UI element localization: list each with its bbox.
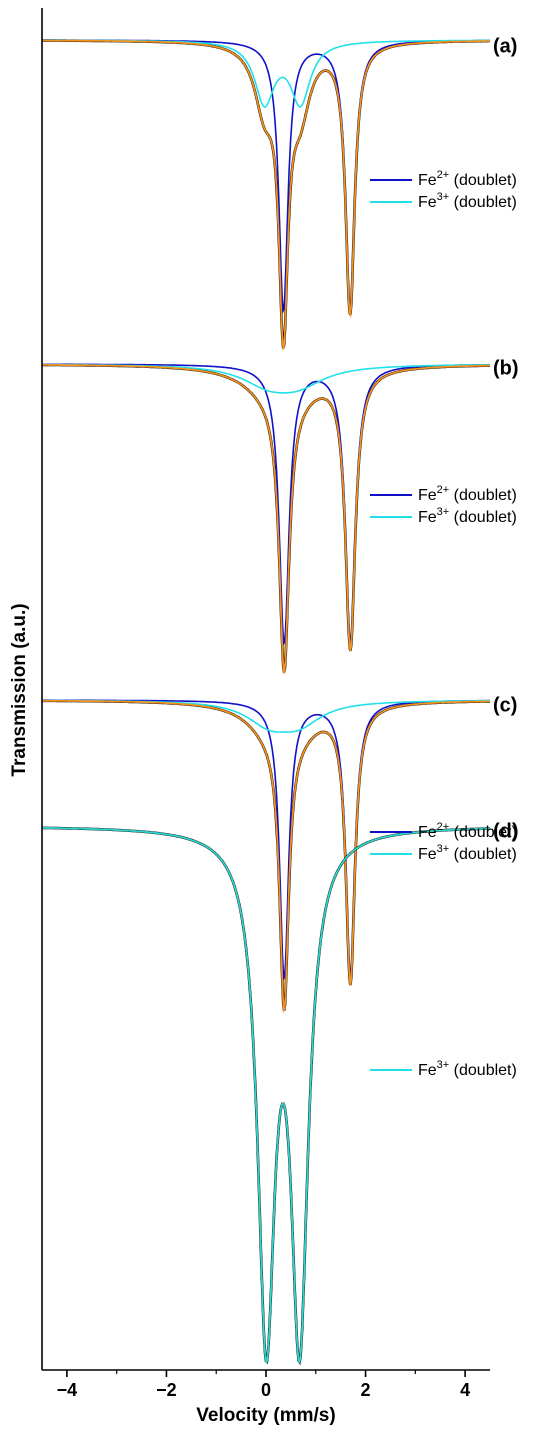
panel-2: (b)	[42, 357, 519, 675]
panel-label-2: (b)	[493, 357, 519, 379]
panel-label-1: (a)	[493, 35, 517, 57]
x-tick-label-3: 2	[361, 1380, 371, 1400]
panel-label-4: (d)	[493, 820, 519, 842]
fe3-overlay-curve-4	[42, 827, 491, 1364]
total-fit-curve-4	[42, 827, 491, 1365]
panel-label-3: (c)	[493, 694, 517, 716]
total-fit-curve-2	[42, 364, 490, 675]
legends-group: Fe2+ (doublet)Fe3+ (doublet)Fe2+ (double…	[370, 169, 517, 1079]
fe3-doublet-curve-3	[42, 699, 490, 733]
total-fit-curve-3	[42, 699, 490, 1014]
fe3-doublet-curve-1	[42, 39, 490, 108]
x-tick-label-4: 4	[460, 1380, 470, 1400]
y-axis-title: Transmission (a.u.)	[9, 603, 30, 776]
x-tick-label-2: 0	[261, 1380, 271, 1400]
panels-group: (a) (b) (c) (d)	[41, 35, 519, 1366]
legend-entry-fe3-4: Fe3+ (doublet)	[418, 1059, 517, 1079]
x-ticks-group: −4 −2 0 2 4	[57, 1370, 470, 1400]
legend-entry-fe2-3: Fe2+ (doublet)	[418, 821, 517, 841]
fe3-doublet-curve-4	[42, 827, 491, 1364]
x-axis-title: Velocity (mm/s)	[196, 1405, 335, 1426]
data-points-4	[42, 826, 491, 1366]
legend-entry-fe3-3: Fe3+ (doublet)	[418, 843, 517, 863]
panel-3: (c)	[42, 694, 517, 1014]
axes-group	[41, 8, 490, 1371]
x-tick-label-0: −4	[57, 1380, 78, 1400]
panel-4: (d)	[42, 820, 519, 1366]
panel-1: (a)	[41, 35, 517, 352]
total-fit-curve-1	[42, 39, 490, 352]
legend-entry-fe3-2: Fe3+ (doublet)	[418, 506, 517, 526]
legend-entry-fe2-2: Fe2+ (doublet)	[418, 484, 517, 504]
legend-entry-fe3-1: Fe3+ (doublet)	[418, 191, 517, 211]
x-tick-label-1: −2	[156, 1380, 177, 1400]
legend-entry-fe2-1: Fe2+ (doublet)	[418, 169, 517, 189]
